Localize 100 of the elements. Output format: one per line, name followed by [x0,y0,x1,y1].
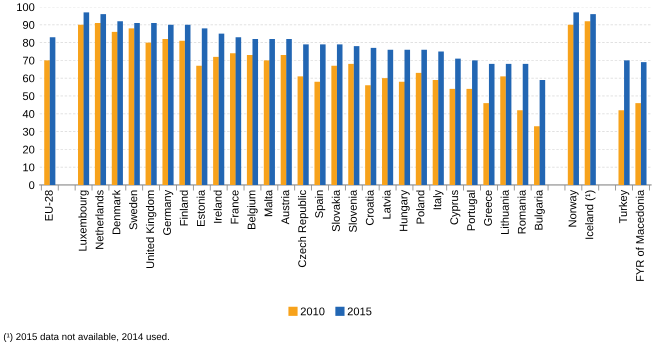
y-tick-label: 60 [23,74,34,82]
bar [573,12,579,185]
bar [246,55,252,185]
y-tick-label: 30 [22,128,34,136]
y-tick-label: 40 [22,110,34,118]
x-tick-label: Lithuania [500,190,509,234]
y-tick-label: 0 [29,181,34,190]
bar [365,85,371,185]
x-tick-label: France [230,190,239,224]
bar [298,76,304,185]
bar [584,21,590,185]
x-tick-label: Finland [180,190,188,226]
bar [540,80,546,185]
y-tick-label: 50 [22,92,34,100]
x-tick-label: Ireland [214,190,222,223]
bar [472,60,478,185]
x-tick-label: Latvia [382,190,391,219]
bar [640,62,647,185]
bar [196,66,202,185]
y-tick-label: 10 [23,163,34,172]
bar [421,50,427,185]
bar [455,58,461,185]
x-tick-label: Slovenia [348,190,357,232]
text: (¹) 2015 data not available, 2014 used. [4,332,169,342]
x-tick-label: Romania [518,190,526,234]
bar [151,23,157,185]
legend-label: 2015 [348,307,372,316]
x-tick-label: Bulgaria [534,190,545,230]
bar [635,103,641,185]
bar [590,14,596,185]
x-tick-label: Portugal [466,190,478,230]
bar [213,56,219,185]
bar [506,64,512,185]
y-tick-label: 90 [22,21,34,29]
bar [117,21,123,185]
bar [432,80,438,185]
x-tick-label: Netherlands [95,190,104,249]
bar [269,39,275,185]
bar [568,24,574,185]
bar [230,53,236,185]
x-tick-label: Spain [314,190,326,218]
bar [100,14,106,185]
bar [303,44,309,185]
x-tick-label: Cyprus [450,190,460,224]
bar [252,39,258,185]
bar [483,103,489,185]
x-tick-label: Greece [484,190,492,226]
bar [202,28,208,185]
bar [466,88,472,185]
x-tick-label: Norway [568,190,579,227]
y-tick-label: 80 [22,38,34,47]
bar [382,78,388,185]
bar [398,82,404,185]
x-tick-label: Czech Republic [298,190,308,268]
bar [162,39,168,185]
x-tick-label: Austria [281,190,290,224]
x-tick-label: Slovakia [332,190,340,232]
y-tick-label: 100 [17,3,34,12]
bar [320,44,326,185]
x-tick-label: Belgium [247,190,258,230]
bar [286,39,292,185]
x-tick-label: Poland [416,190,424,224]
bar [500,76,506,185]
bar [624,60,630,185]
x-tick-label: Sweden [129,190,138,230]
bar [84,12,90,185]
legend-label: 2010 [300,307,325,316]
bar [134,23,140,185]
bar [618,110,624,185]
x-tick-label: Estonia [196,190,205,226]
bar [388,50,394,185]
x-tick-label: Denmark [112,190,120,234]
bar [450,88,456,185]
bar [264,60,270,185]
bar [522,64,528,185]
y-tick-label: 70 [23,56,34,65]
x-tick-label: Hungary [400,190,410,231]
x-tick-label: Germany [163,190,174,235]
bar [280,55,286,185]
bar [112,32,118,185]
bar [534,126,540,185]
x-tick-label: Croatia [366,190,374,226]
bar [438,51,444,185]
bar [78,24,84,185]
x-tick-label: Turkey [618,190,630,224]
bar [146,42,152,185]
bar [94,23,100,185]
y-tick-label: 20 [23,146,34,154]
bar [404,50,410,185]
x-tick-label: Iceland (¹) [585,190,596,239]
bar [128,28,134,185]
bar [416,72,422,185]
x-tick-label: Italy [433,190,444,210]
x-tick-label: Malta [264,190,272,216]
x-tick-label: EU-28 [44,190,53,220]
x-tick-label: United Kingdom [146,190,156,268]
bar [336,44,342,185]
bar [354,46,360,185]
bar [236,37,242,185]
bar [218,34,224,185]
